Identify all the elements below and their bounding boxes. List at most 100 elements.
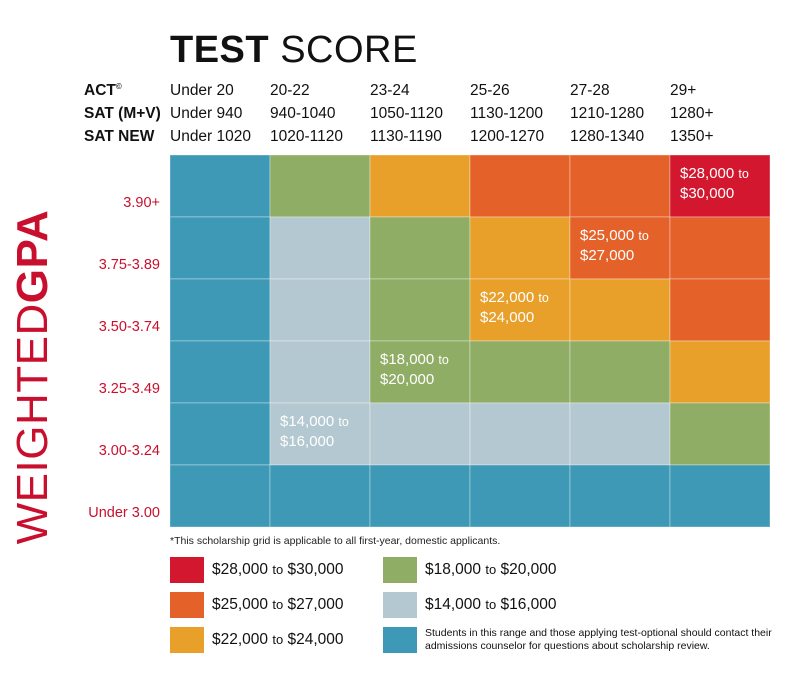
legend-label: $25,000 to $27,000	[212, 596, 344, 613]
gpa-row-label: 3.50-3.74	[98, 319, 160, 335]
cell-amount-label: $18,000 to $20,000	[380, 350, 449, 390]
grid-cell-teal	[169, 340, 271, 404]
grid-cell-green	[669, 402, 771, 466]
grid-cell-green	[469, 340, 571, 404]
header-cell: 1050-1120	[370, 105, 443, 122]
amount-until: $27,000	[580, 247, 635, 264]
amount-from: $25,000	[580, 227, 635, 244]
header-cell: 1130-1190	[370, 128, 442, 145]
amount-from: $18,000	[380, 351, 435, 368]
grid-cell-green	[369, 216, 471, 280]
amount-until: $20,000	[380, 371, 435, 388]
amount-until: $24,000	[480, 309, 535, 326]
grid-cell-grey	[269, 402, 371, 466]
cell-amount-label: $22,000 to $24,000	[480, 288, 549, 328]
grid-cell-teal	[169, 154, 271, 218]
grid-cell-grey	[369, 402, 471, 466]
legend-label: $22,000 to $24,000	[212, 631, 344, 648]
grid-cell-orange	[569, 154, 671, 218]
header-cell: Under 20	[170, 82, 234, 99]
header-cell: Under 1020	[170, 128, 252, 145]
grid-cell-orange	[569, 216, 671, 280]
amount-from: $14,000	[280, 413, 335, 430]
title-bold: TEST	[170, 29, 270, 71]
header-cell: 1210-1280	[570, 105, 645, 122]
grid-cell-green	[369, 340, 471, 404]
cell-amount-label: $25,000 to $27,000	[580, 226, 649, 266]
header-cell: 1350+	[670, 128, 714, 145]
header-cell: 20-22	[270, 82, 310, 99]
header-cell: 23-24	[370, 82, 410, 99]
header-cell: 940-1040	[270, 105, 336, 122]
legend-label: $28,000 to $30,000	[212, 561, 344, 578]
header-row-label-text: SAT (M+V)	[84, 105, 161, 122]
header-cell: 1280+	[670, 105, 714, 122]
grid-cell-yellow	[369, 154, 471, 218]
grid-cell-green	[269, 154, 371, 218]
header-row-label: ACT©	[84, 82, 122, 100]
header-cell: 1280-1340	[570, 128, 645, 145]
amount-to-word: to	[438, 353, 449, 367]
amount-from: $22,000	[480, 289, 535, 306]
gpa-row-label: 3.90+	[123, 195, 160, 211]
grid-cell-yellow	[569, 278, 671, 342]
title-regular: SCORE	[280, 29, 418, 71]
grid-cell-grey	[269, 340, 371, 404]
gpa-row-label: Under 3.00	[88, 505, 160, 521]
grid-cell-teal	[569, 464, 671, 528]
amount-to-word: to	[638, 229, 649, 243]
grid-cell-grey	[269, 216, 371, 280]
grid-cell-orange	[469, 154, 571, 218]
header-row-label: SAT NEW	[84, 128, 154, 146]
legend-swatch	[170, 627, 204, 653]
legend-item-yellow: $22,000 to $24,000	[170, 627, 344, 653]
grid-cell-orange	[669, 216, 771, 280]
gpa-row-label: 3.25-3.49	[98, 381, 160, 397]
header-cell: 25-26	[470, 82, 510, 99]
header-row-label-text: ACT	[84, 82, 116, 100]
footnote: *This scholarship grid is applicable to …	[170, 535, 501, 547]
amount-to-word: to	[338, 415, 349, 429]
grid-cell-red	[669, 154, 771, 218]
legend-item-teal: Students in this range and those applyin…	[383, 627, 800, 653]
gpa-row-label: 3.75-3.89	[98, 257, 160, 273]
legend-note: Students in this range and those applyin…	[425, 627, 772, 652]
legend-item-red: $28,000 to $30,000	[170, 557, 344, 583]
grid-cell-teal	[369, 464, 471, 528]
grid-cell-orange	[669, 278, 771, 342]
header-cell: 1020-1120	[270, 128, 343, 145]
legend-swatch	[383, 627, 417, 653]
legend-swatch	[170, 592, 204, 618]
chart-title: TEST SCORE	[170, 28, 418, 72]
header-row-label-text: SAT NEW	[84, 128, 155, 145]
header-cell: Under 940	[170, 105, 243, 122]
grid-cell-green	[369, 278, 471, 342]
grid-cell-teal	[669, 464, 771, 528]
header-row-label: SAT (M+V)	[84, 105, 161, 123]
header-cell: 29+	[670, 82, 697, 99]
grid-cell-teal	[169, 464, 271, 528]
grid-cell-grey	[569, 402, 671, 466]
amount-until: $30,000	[680, 185, 735, 202]
legend-item-grey: $14,000 to $16,000	[383, 592, 557, 618]
scholarship-grid	[169, 154, 771, 528]
grid-cell-yellow	[669, 340, 771, 404]
header-cell: 27-28	[570, 82, 610, 99]
header-cell: 1130-1200	[470, 105, 543, 122]
cell-amount-label: $28,000 to $30,000	[680, 164, 749, 204]
legend-swatch	[383, 557, 417, 583]
grid-cell-teal	[169, 216, 271, 280]
grid-cell-yellow	[469, 216, 571, 280]
legend-item-orange: $25,000 to $27,000	[170, 592, 344, 618]
legend-item-green: $18,000 to $20,000	[383, 557, 557, 583]
grid-cell-teal	[269, 464, 371, 528]
grid-cell-teal	[169, 402, 271, 466]
copyright-mark: ©	[115, 82, 122, 91]
gpa-row-label: 3.00-3.24	[98, 443, 160, 459]
amount-to-word: to	[738, 167, 749, 181]
legend-swatch	[383, 592, 417, 618]
grid-cell-grey	[469, 402, 571, 466]
amount-from: $28,000	[680, 165, 735, 182]
grid-cell-teal	[169, 278, 271, 342]
grid-cell-green	[569, 340, 671, 404]
